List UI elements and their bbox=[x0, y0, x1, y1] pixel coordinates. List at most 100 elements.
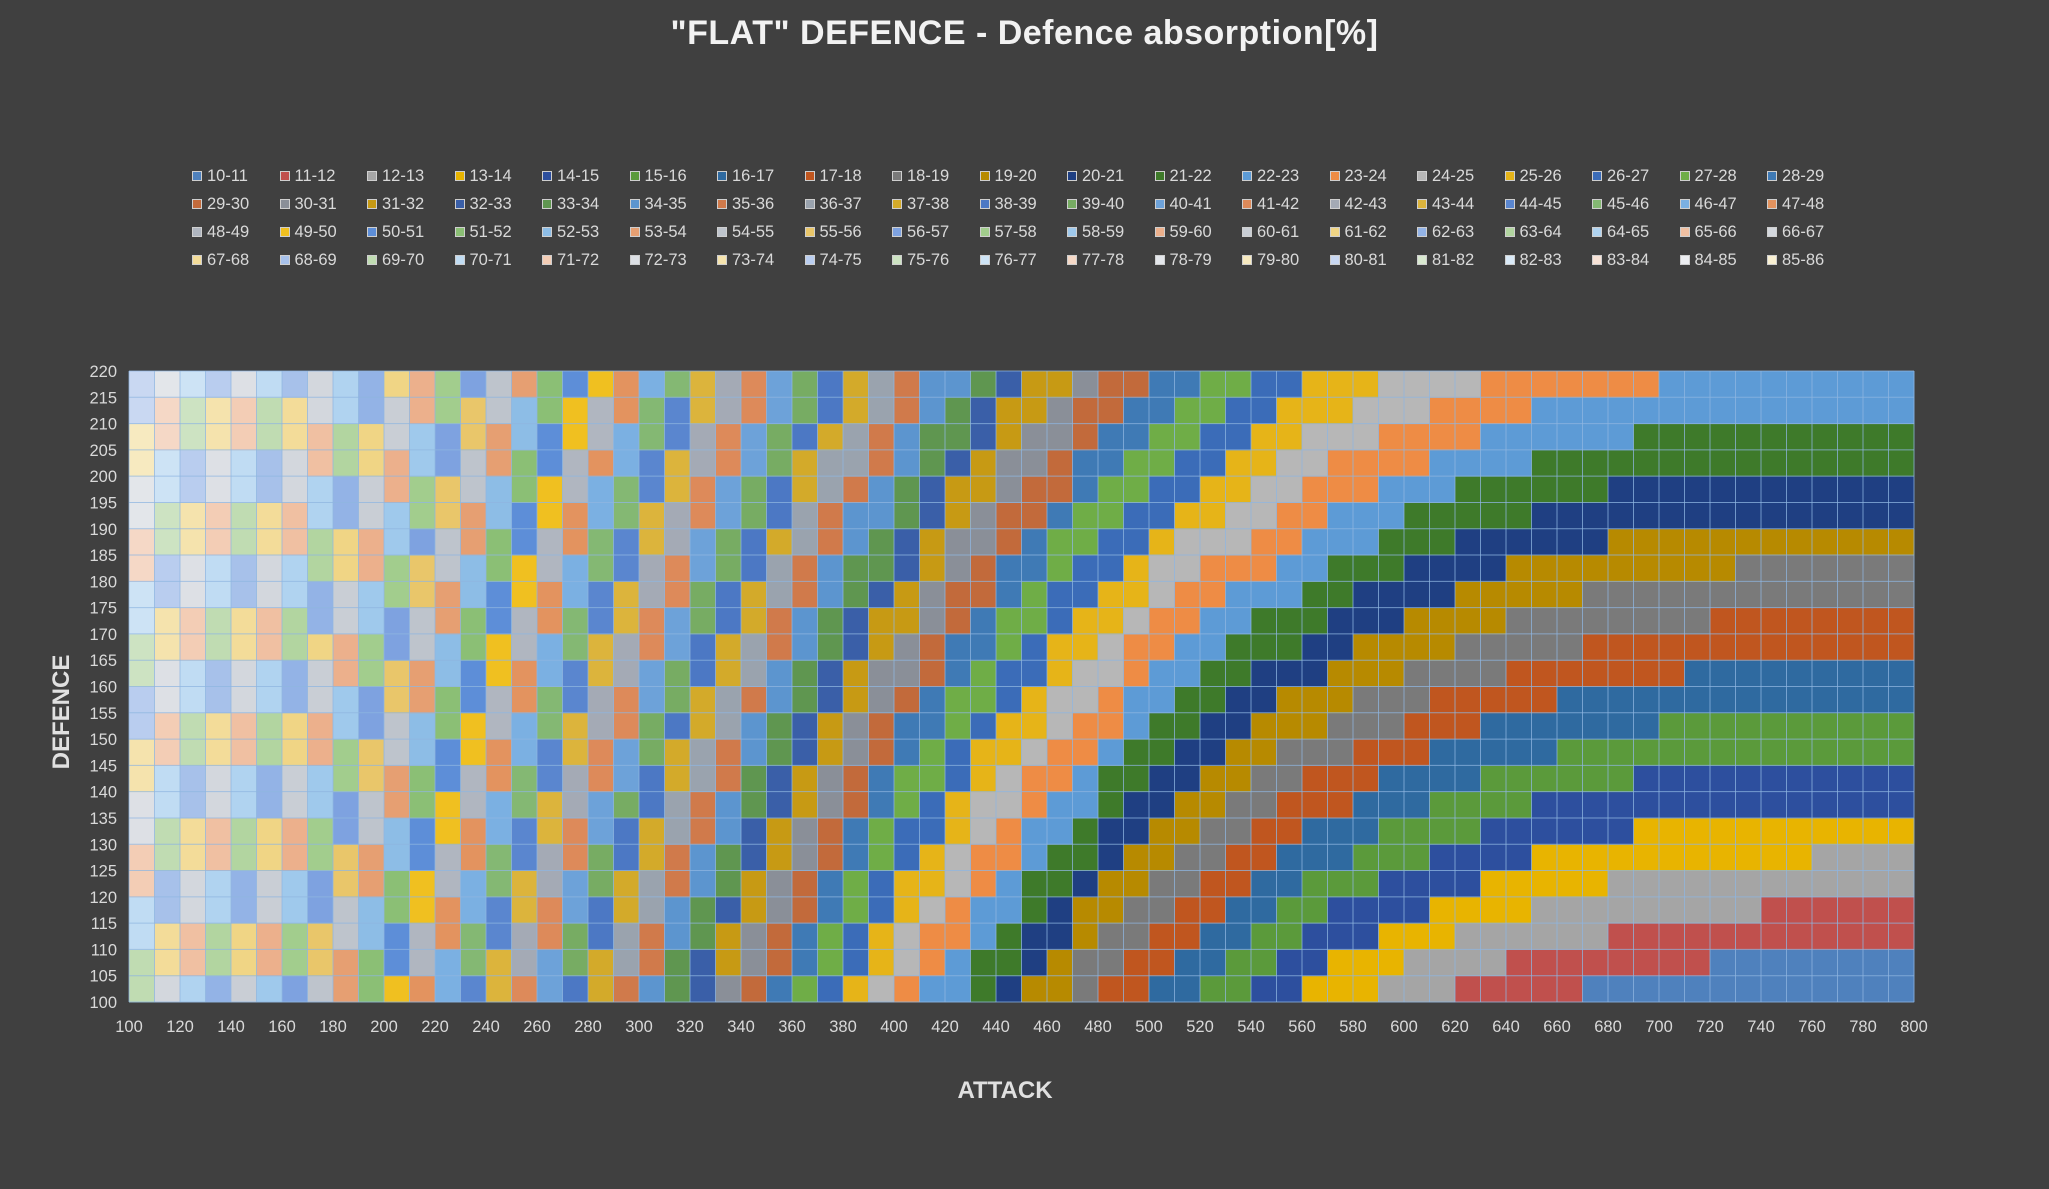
heatmap-cell bbox=[1353, 660, 1379, 687]
heatmap-cell bbox=[256, 712, 283, 740]
legend-item: 17-18 bbox=[804, 162, 893, 190]
heatmap-cell bbox=[1098, 633, 1124, 661]
x-tick-label: 100 bbox=[115, 1018, 143, 1036]
y-tick-label: 145 bbox=[89, 757, 117, 775]
heatmap-cell bbox=[1633, 502, 1660, 530]
heatmap-cell bbox=[282, 660, 308, 687]
heatmap-cell bbox=[1863, 712, 1889, 740]
heatmap-cell bbox=[1786, 896, 1813, 924]
heatmap-cell bbox=[1149, 817, 1175, 845]
heatmap-cell bbox=[1404, 449, 1430, 477]
heatmap-cell bbox=[486, 765, 512, 793]
heatmap-cell bbox=[741, 581, 767, 609]
heatmap-cell bbox=[894, 870, 920, 898]
heatmap-cell bbox=[1710, 791, 1736, 819]
heatmap-cell bbox=[1812, 923, 1838, 950]
heatmap-cell bbox=[766, 923, 793, 950]
legend-item: 64-65 bbox=[1592, 218, 1680, 246]
heatmap-cell bbox=[333, 371, 359, 398]
heatmap-cell bbox=[1506, 817, 1532, 845]
heatmap-cell bbox=[1149, 502, 1175, 530]
heatmap-cell bbox=[180, 949, 206, 977]
heatmap-cell bbox=[1251, 449, 1277, 477]
heatmap-cell bbox=[1582, 528, 1609, 556]
heatmap-cell bbox=[562, 712, 589, 740]
heatmap-cell bbox=[1251, 397, 1277, 424]
heatmap-cell bbox=[1429, 581, 1456, 609]
heatmap-cell bbox=[1608, 975, 1634, 1003]
heatmap-cell bbox=[1837, 555, 1864, 582]
heatmap-cell bbox=[1072, 397, 1099, 424]
heatmap-cell bbox=[1276, 870, 1303, 898]
legend-swatch bbox=[454, 199, 465, 209]
heatmap-cell bbox=[1531, 449, 1558, 477]
heatmap-cell bbox=[970, 633, 997, 661]
heatmap-cell bbox=[1047, 949, 1073, 977]
heatmap-cell bbox=[639, 449, 665, 477]
heatmap-cell bbox=[894, 712, 920, 740]
heatmap-cell bbox=[894, 791, 920, 819]
heatmap-cell bbox=[1506, 896, 1532, 924]
legend-swatch bbox=[1154, 227, 1165, 237]
heatmap-cell bbox=[1174, 633, 1201, 661]
heatmap-cell bbox=[1659, 712, 1685, 740]
heatmap-cell bbox=[588, 975, 614, 1003]
heatmap-cell bbox=[1480, 633, 1507, 661]
heatmap-cell bbox=[1633, 739, 1660, 766]
heatmap-cell bbox=[894, 581, 920, 609]
legend-item: 73-74 bbox=[717, 246, 805, 274]
heatmap-cell bbox=[511, 739, 538, 766]
heatmap-cell bbox=[792, 712, 818, 740]
heatmap-cell bbox=[205, 449, 232, 477]
heatmap-cell bbox=[1812, 817, 1838, 845]
heatmap-cell bbox=[282, 712, 308, 740]
heatmap-cell bbox=[409, 528, 436, 556]
legend-swatch bbox=[1679, 255, 1690, 265]
legend-swatch bbox=[454, 255, 465, 265]
heatmap-cell bbox=[741, 765, 767, 793]
heatmap-cell bbox=[1404, 502, 1430, 530]
legend-swatch bbox=[629, 255, 640, 265]
heatmap-cell bbox=[1531, 791, 1558, 819]
heatmap-cell bbox=[1684, 528, 1711, 556]
heatmap-cell bbox=[333, 923, 359, 950]
heatmap-cell bbox=[1302, 949, 1328, 977]
heatmap-cell bbox=[1302, 712, 1328, 740]
heatmap-cell bbox=[817, 397, 844, 424]
heatmap-cell bbox=[1506, 607, 1532, 635]
legend-label: 81-82 bbox=[1432, 250, 1475, 269]
heatmap-cell bbox=[1659, 607, 1685, 635]
heatmap-cell bbox=[588, 896, 614, 924]
heatmap-cell bbox=[996, 397, 1022, 424]
heatmap-cell bbox=[919, 397, 946, 424]
heatmap-cell bbox=[1531, 923, 1558, 950]
heatmap-cell bbox=[1761, 449, 1787, 477]
legend-item: 19-20 bbox=[979, 162, 1068, 190]
heatmap-cell bbox=[1455, 739, 1481, 766]
heatmap-cell bbox=[1123, 528, 1150, 556]
heatmap-cell bbox=[1225, 739, 1252, 766]
heatmap-cell bbox=[1455, 923, 1481, 950]
heatmap-cell bbox=[1353, 502, 1379, 530]
heatmap-cell bbox=[690, 844, 716, 871]
heatmap-cell bbox=[1225, 555, 1252, 582]
heatmap-cell bbox=[1404, 844, 1430, 871]
heatmap-cell bbox=[1480, 923, 1507, 950]
heatmap-cell bbox=[792, 660, 818, 687]
legend-swatch bbox=[454, 171, 465, 181]
heatmap-cell bbox=[843, 502, 869, 530]
heatmap-cell bbox=[1429, 949, 1456, 977]
heatmap-cell bbox=[1659, 371, 1685, 398]
heatmap-cell bbox=[817, 581, 844, 609]
heatmap-cell bbox=[562, 765, 589, 793]
heatmap-cell bbox=[894, 633, 920, 661]
heatmap-cell bbox=[435, 844, 461, 871]
heatmap-cell bbox=[1225, 817, 1252, 845]
heatmap-cell bbox=[1863, 555, 1889, 582]
heatmap-cell bbox=[613, 476, 640, 503]
heatmap-cell bbox=[970, 712, 997, 740]
heatmap-cell bbox=[154, 896, 181, 924]
heatmap-cell bbox=[1123, 607, 1150, 635]
heatmap-cell bbox=[1123, 739, 1150, 766]
